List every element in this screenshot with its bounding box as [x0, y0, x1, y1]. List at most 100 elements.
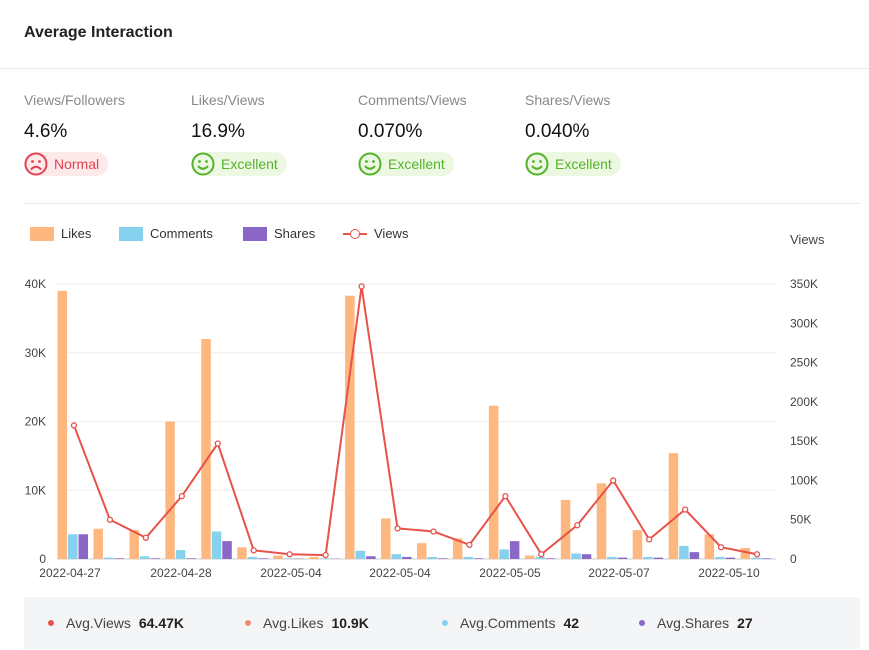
status-text: Excellent: [221, 156, 278, 172]
metric-shares-views: Shares/Views 0.040% Excellent: [525, 92, 685, 181]
shares-bar: [186, 558, 196, 559]
shares-bar: [761, 558, 772, 559]
y-right-tick-label: 50K: [790, 513, 811, 527]
comments-bar: [103, 557, 114, 559]
views-point: [538, 551, 545, 558]
comments-bar: [643, 556, 653, 559]
section-title: Average Interaction: [24, 24, 173, 41]
comments-bar: [139, 556, 150, 559]
shares-bar: [473, 558, 484, 559]
likes-bar: [668, 453, 679, 559]
y-right-tick-label: 250K: [790, 356, 818, 370]
summary-avg-shares: Avg.Shares 27: [639, 597, 753, 649]
interaction-chart: 0 10K 20K 30K 40K 0 50K 100K 150K 200K 250K 300K 350…: [25, 277, 818, 580]
comments-bar: [319, 558, 330, 559]
comments-bar: [607, 556, 617, 559]
comments-bar: [247, 556, 258, 559]
summary-value: 27: [737, 615, 753, 631]
x-tick-label: 2022-05-04: [369, 566, 431, 580]
y-left-tick-label: 30K: [25, 346, 46, 360]
shares-bar: [402, 556, 412, 559]
shares-bar: [438, 558, 448, 559]
views-point: [681, 506, 689, 513]
views-point: [322, 551, 329, 559]
legend-item-likes[interactable]: Likes: [30, 226, 91, 241]
comments-bar: [571, 553, 581, 559]
likes-bar: [596, 483, 607, 559]
card-header: Average Interaction: [0, 0, 869, 69]
likes-bar: [740, 548, 751, 559]
metrics-row: Views/Followers 4.6% Normal Likes/Views …: [24, 92, 860, 204]
likes-bar: [273, 555, 283, 559]
views-point: [250, 547, 257, 554]
views-point: [214, 440, 221, 447]
likes-bar: [345, 295, 355, 559]
y-right-tick-label: 100K: [790, 473, 818, 487]
views-dot-icon: [48, 620, 54, 626]
shares-bar: [78, 534, 88, 559]
y-left-tick-label: 10K: [25, 483, 46, 497]
metric-label: Comments/Views: [358, 92, 467, 108]
views-point: [358, 283, 365, 290]
y-left-tick-label: 40K: [25, 277, 46, 291]
legend-item-comments[interactable]: Comments: [119, 226, 213, 241]
happy-face-icon: [358, 152, 382, 176]
likes-bar: [524, 555, 535, 559]
comments-bar: [355, 550, 366, 559]
happy-face-icon: [525, 152, 549, 176]
summary-avg-comments: Avg.Comments 42: [442, 597, 579, 649]
shares-bar: [653, 557, 664, 559]
likes-bar: [165, 421, 175, 559]
metric-label: Likes/Views: [191, 92, 265, 108]
views-point: [646, 536, 653, 543]
legend-label: Views: [374, 226, 409, 241]
summary-label: Avg.Comments: [460, 615, 556, 631]
y-right-tick-label: 150K: [790, 434, 818, 448]
shares-bar: [222, 541, 232, 559]
metric-label: Views/Followers: [24, 92, 125, 108]
views-line-swatch: [343, 227, 367, 241]
averages-summary: Avg.Views 64.47K Avg.Likes 10.9K Avg.Com…: [24, 597, 860, 649]
comments-bar: [211, 531, 222, 559]
likes-swatch: [30, 226, 54, 241]
summary-value: 10.9K: [331, 615, 369, 631]
likes-bar: [704, 534, 715, 559]
status-badge: Excellent: [358, 152, 454, 176]
shares-bar: [617, 557, 628, 559]
likes-bar: [632, 530, 643, 559]
likes-bar: [488, 405, 499, 559]
summary-value: 42: [563, 615, 580, 631]
shares-bar: [114, 558, 124, 559]
views-point: [717, 544, 725, 551]
views-line: [73, 286, 758, 557]
happy-face-icon: [191, 152, 215, 176]
status-badge: Excellent: [191, 152, 287, 176]
status-badge: Normal: [24, 152, 109, 176]
shares-bar: [581, 554, 592, 559]
legend-item-shares[interactable]: Shares: [243, 226, 315, 241]
views-point: [142, 534, 150, 541]
metric-likes-views: Likes/Views 16.9% Excellent: [191, 92, 351, 181]
shares-dot-icon: [639, 620, 645, 626]
views-point: [430, 528, 437, 535]
views-point: [394, 525, 401, 532]
y-right-tick-label: 350K: [790, 277, 818, 291]
status-badge: Excellent: [525, 152, 621, 176]
shares-bar: [545, 558, 556, 559]
y-right-tick-label: 200K: [790, 395, 818, 409]
views-point: [502, 492, 509, 500]
y-left-tick-label: 0: [39, 552, 46, 566]
metric-views-followers: Views/Followers 4.6% Normal: [24, 92, 184, 181]
comments-bar: [751, 557, 761, 559]
comments-bar: [535, 556, 545, 559]
summary-value: 64.47K: [138, 615, 185, 631]
summary-label: Avg.Views: [66, 615, 131, 631]
legend-label: Shares: [274, 226, 316, 241]
legend-label: Comments: [150, 226, 213, 241]
legend-item-views[interactable]: Views: [343, 226, 408, 241]
shares-bar: [258, 558, 268, 559]
views-point: [610, 477, 617, 484]
comments-bar: [715, 556, 725, 559]
legend-label: Likes: [61, 226, 92, 241]
summary-avg-views: Avg.Views 64.47K: [48, 597, 184, 649]
